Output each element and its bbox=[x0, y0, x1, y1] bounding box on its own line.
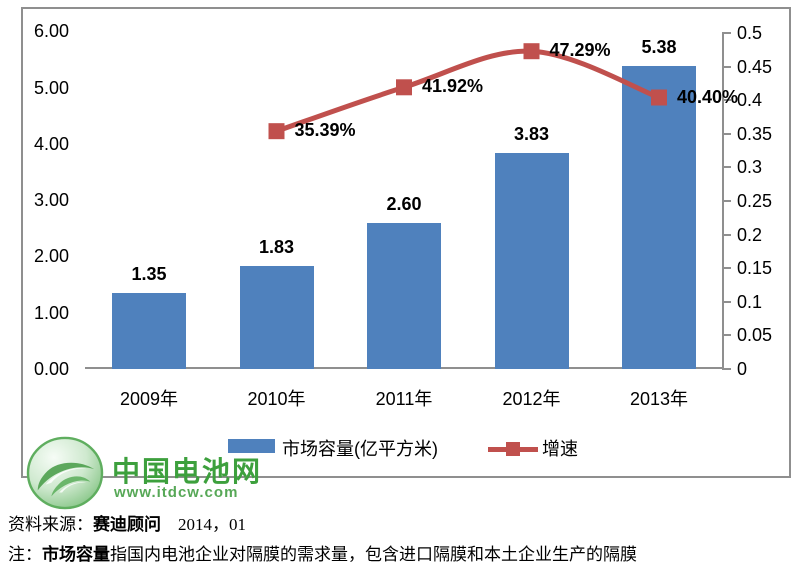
right-axis-tick-label: 0.05 bbox=[737, 325, 773, 346]
bar bbox=[622, 66, 696, 369]
right-axis-tick-mark bbox=[722, 334, 731, 337]
left-axis-tick-label: 4.00 bbox=[34, 133, 70, 154]
right-axis-tick-label: 0.2 bbox=[737, 224, 763, 245]
right-axis-tick-label: 0.15 bbox=[737, 258, 773, 279]
source-prefix: 资料来源： bbox=[8, 515, 93, 534]
x-axis-label: 2012年 bbox=[502, 389, 561, 409]
bar-value-label: 3.83 bbox=[513, 124, 550, 145]
x-axis-label: 2010年 bbox=[247, 389, 306, 409]
left-axis-tick-label: 6.00 bbox=[34, 21, 70, 42]
logo-url: www.itdcw.com bbox=[114, 484, 239, 501]
line-marker-icon bbox=[268, 123, 285, 140]
right-axis-tick-label: 0.45 bbox=[737, 56, 773, 77]
note-term: 市场容量 bbox=[42, 545, 110, 564]
left-axis-tick-label: 5.00 bbox=[34, 77, 70, 98]
note-line: 注：市场容量指国内电池企业对隔膜的需求量，包含进口隔膜和本土企业生产的隔膜 bbox=[8, 540, 637, 565]
note-prefix: 注： bbox=[8, 545, 42, 564]
right-axis-tick-mark bbox=[722, 32, 731, 34]
bar-value-label: 2.60 bbox=[386, 193, 422, 214]
right-axis-tick-label: 0.3 bbox=[737, 157, 763, 178]
right-axis-tick-label: 0.4 bbox=[737, 90, 763, 111]
source-name: 赛迪顾问 bbox=[93, 515, 161, 534]
left-axis-tick-label: 0.00 bbox=[34, 359, 70, 379]
left-axis-tick-label: 1.00 bbox=[34, 302, 70, 323]
bar-value-label: 1.35 bbox=[131, 263, 167, 284]
right-axis-tick-mark bbox=[722, 65, 731, 68]
source-line: 资料来源：赛迪顾问 2014，01 bbox=[8, 510, 246, 535]
right-axis-tick-label: 0.35 bbox=[737, 123, 773, 144]
right-axis-tick-label: 0 bbox=[737, 359, 748, 379]
right-axis-tick-label: 0.5 bbox=[737, 23, 763, 43]
right-axis-tick-mark bbox=[722, 368, 731, 370]
legend-line-swatch bbox=[488, 441, 538, 457]
line-value-label: 41.92% bbox=[422, 76, 484, 97]
bar bbox=[367, 222, 441, 369]
bar-value-label: 1.83 bbox=[258, 236, 295, 257]
line-value-label: 47.29% bbox=[549, 40, 611, 61]
right-axis-tick-label: 0.25 bbox=[737, 191, 773, 211]
right-axis-tick-mark bbox=[722, 132, 731, 135]
note-text: 指国内电池企业对隔膜的需求量，包含进口隔膜和本土企业生产的隔膜 bbox=[110, 545, 637, 564]
right-axis-tick-mark bbox=[722, 99, 731, 102]
globe-swoosh-icon bbox=[26, 436, 104, 510]
right-axis-tick-mark bbox=[722, 300, 731, 303]
line-marker-icon bbox=[396, 79, 412, 96]
bar bbox=[494, 153, 569, 369]
x-axis-label: 2013年 bbox=[629, 389, 689, 409]
legend-line-marker-icon bbox=[506, 442, 520, 456]
right-axis-tick-mark bbox=[722, 267, 731, 270]
right-axis-tick-label: 0.1 bbox=[737, 291, 763, 312]
line-marker-icon bbox=[523, 43, 540, 60]
right-axis-tick-mark bbox=[722, 200, 731, 202]
logo-title: 中国电池网 bbox=[112, 456, 263, 487]
right-axis-tick-mark bbox=[722, 233, 731, 236]
legend-bar-swatch bbox=[228, 439, 275, 453]
x-axis-label: 2009年 bbox=[119, 389, 179, 409]
source-date: 2014，01 bbox=[161, 515, 246, 534]
left-axis-tick-label: 2.00 bbox=[34, 246, 70, 267]
bar bbox=[112, 292, 186, 369]
site-logo: 中国电池网 www.itdcw.com bbox=[26, 430, 286, 510]
right-axis-tick-mark bbox=[722, 166, 731, 169]
bar bbox=[239, 265, 314, 369]
left-axis-tick-label: 3.00 bbox=[34, 190, 70, 211]
x-axis-label: 2011年 bbox=[375, 389, 433, 409]
legend-line-label: 增速 bbox=[542, 439, 578, 459]
line-value-label: 35.39% bbox=[294, 120, 356, 141]
line-value-label: 40.40% bbox=[677, 86, 739, 107]
legend-bar-label: 市场容量(亿平方米) bbox=[282, 439, 438, 459]
